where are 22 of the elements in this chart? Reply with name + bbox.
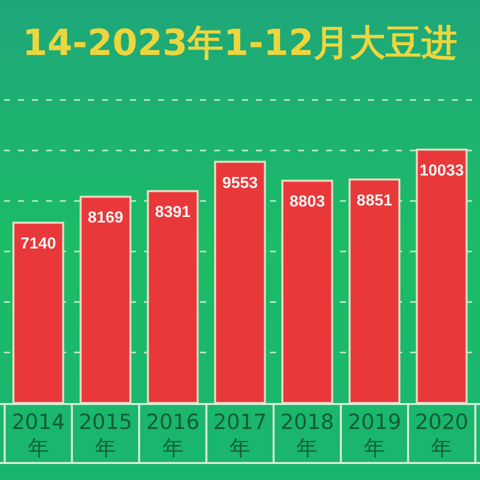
x-tick-label: 2014年 bbox=[12, 410, 66, 460]
x-tick-label: 2017年 bbox=[213, 410, 267, 460]
data-label: 7140 bbox=[20, 236, 56, 253]
data-label: 8391 bbox=[154, 204, 191, 222]
bar bbox=[214, 160, 266, 404]
x-tick-label: 2020年 bbox=[414, 410, 468, 460]
chart-title: 14-2023年1-12月大豆进 bbox=[22, 23, 458, 64]
data-label: 9553 bbox=[222, 174, 258, 192]
x-tick-label: 2016年 bbox=[146, 410, 200, 460]
bar bbox=[348, 178, 400, 404]
data-label: 8851 bbox=[356, 192, 392, 210]
x-tick-label: 2018年 bbox=[280, 410, 334, 460]
x-tick-label: 2015年 bbox=[78, 410, 132, 460]
x-tick-label: 2019年 bbox=[348, 410, 402, 460]
bar bbox=[12, 222, 64, 404]
bar bbox=[416, 148, 468, 404]
bar bbox=[146, 190, 199, 404]
data-label: 8169 bbox=[88, 210, 124, 227]
data-label: 10033 bbox=[419, 162, 464, 180]
data-label: 8803 bbox=[289, 194, 326, 211]
bar bbox=[80, 196, 132, 404]
bar bbox=[281, 180, 334, 404]
